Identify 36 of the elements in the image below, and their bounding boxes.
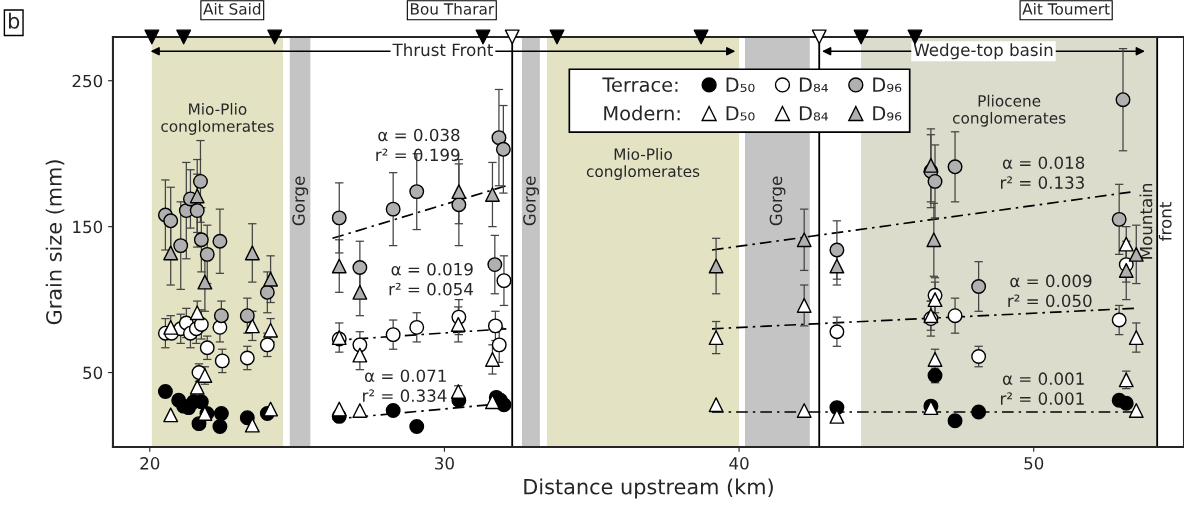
annotation: α = 0.018 r² = 0.133 bbox=[1001, 156, 1085, 189]
y-axis-title: Grain size (mm) bbox=[45, 160, 65, 325]
band-label: Gorge bbox=[292, 176, 309, 226]
legend-label: D₅₀ bbox=[726, 106, 755, 121]
x-tick-label: 50 bbox=[1024, 457, 1044, 470]
text: Ait Said bbox=[203, 2, 261, 15]
y-tick-label: 250 bbox=[72, 74, 103, 88]
text: Ait Toumert bbox=[1022, 2, 1110, 15]
x-tick-label: 20 bbox=[140, 457, 160, 470]
annotation: α = 0.001 r² = 0.001 bbox=[1001, 372, 1084, 405]
annotation: Wedge-top basin bbox=[913, 43, 1053, 60]
y-tick-label: 150 bbox=[73, 220, 103, 234]
band-label: Gorge bbox=[769, 176, 786, 226]
legend-label: D₈₄ bbox=[799, 106, 828, 121]
legend-label: D₉₆ bbox=[873, 77, 902, 92]
legend-label: D₅₀ bbox=[726, 77, 755, 92]
annotation: α = 0.038 r² = 0.199 bbox=[376, 128, 460, 162]
band-label: Mio-Plio conglomerates bbox=[161, 103, 274, 135]
legend-label: D₉₆ bbox=[873, 106, 902, 121]
band-label: Pliocene conglomerates bbox=[952, 94, 1066, 127]
x-tick-label: 40 bbox=[729, 457, 749, 470]
annotation: Modern: bbox=[604, 105, 680, 121]
annotation: α = 0.019 r² = 0.054 bbox=[389, 262, 473, 296]
annotation: Terrace: bbox=[602, 77, 678, 93]
legend-label: D₈₄ bbox=[799, 77, 828, 92]
y-tick-label: 50 bbox=[83, 366, 103, 380]
annotation: Thrust Front bbox=[392, 43, 493, 57]
band-label: Mio-Plio conglomerates bbox=[586, 148, 700, 180]
band-label: Gorge bbox=[523, 176, 539, 226]
ref-line-label: Mountain front bbox=[1139, 184, 1172, 259]
text: Bou Tharar bbox=[410, 2, 495, 15]
annotation: α = 0.009 r² = 0.050 bbox=[1008, 274, 1092, 308]
x-tick-label: 30 bbox=[435, 457, 454, 470]
chart-title: b bbox=[9, 12, 20, 29]
x-axis-title: Distance upstream (km) bbox=[524, 478, 773, 499]
annotation: α = 0.071 r² = 0.334 bbox=[363, 369, 447, 402]
